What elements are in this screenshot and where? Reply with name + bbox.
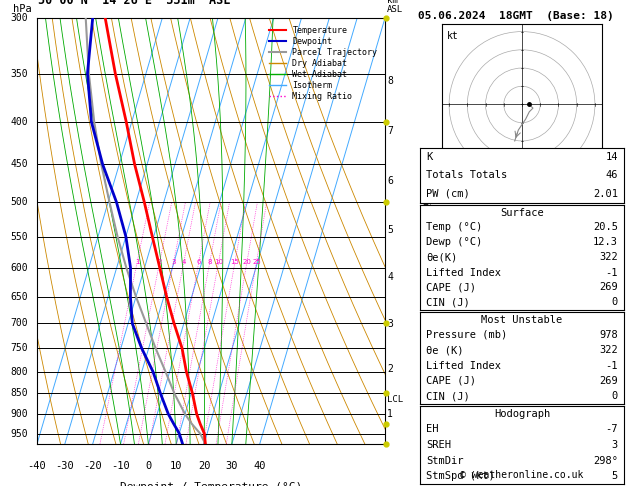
Text: 15: 15: [231, 259, 240, 265]
Text: Mixing Ratio (g/kg): Mixing Ratio (g/kg): [422, 175, 431, 287]
Text: -30: -30: [55, 461, 74, 471]
Text: 5: 5: [387, 225, 393, 235]
Text: 7: 7: [387, 126, 393, 137]
Text: Surface: Surface: [500, 208, 544, 218]
Text: 30: 30: [226, 461, 238, 471]
Text: 550: 550: [11, 231, 28, 242]
Text: 2: 2: [157, 259, 162, 265]
Text: 269: 269: [599, 282, 618, 293]
Text: 300: 300: [11, 13, 28, 23]
Text: 2: 2: [387, 364, 393, 374]
Text: 0: 0: [145, 461, 152, 471]
Text: 3: 3: [387, 319, 393, 329]
Text: 40: 40: [253, 461, 266, 471]
Text: 322: 322: [599, 253, 618, 262]
Text: SREH: SREH: [426, 440, 451, 450]
Text: 450: 450: [11, 159, 28, 169]
Text: 3: 3: [611, 440, 618, 450]
Text: hPa: hPa: [13, 4, 31, 14]
Text: K: K: [426, 152, 432, 162]
Text: 650: 650: [11, 292, 28, 302]
Text: StmDir: StmDir: [426, 455, 464, 466]
Text: Totals Totals: Totals Totals: [426, 171, 508, 180]
Text: 6: 6: [197, 259, 201, 265]
Text: 50°00'N  14°26'E  331m  ASL: 50°00'N 14°26'E 331m ASL: [38, 0, 231, 7]
Text: © weatheronline.co.uk: © weatheronline.co.uk: [460, 470, 584, 480]
Text: 20: 20: [243, 259, 252, 265]
Text: CAPE (J): CAPE (J): [426, 376, 476, 386]
Text: 0: 0: [611, 391, 618, 401]
Text: 2.01: 2.01: [593, 189, 618, 199]
Text: 6: 6: [387, 176, 393, 186]
Text: Dewp (°C): Dewp (°C): [426, 238, 482, 247]
Text: θe(K): θe(K): [426, 253, 457, 262]
Text: Lifted Index: Lifted Index: [426, 267, 501, 278]
Text: CIN (J): CIN (J): [426, 391, 470, 401]
Text: 4: 4: [182, 259, 186, 265]
Text: -7: -7: [605, 424, 618, 434]
Text: θe (K): θe (K): [426, 346, 464, 355]
Legend: Temperature, Dewpoint, Parcel Trajectory, Dry Adiabat, Wet Adiabat, Isotherm, Mi: Temperature, Dewpoint, Parcel Trajectory…: [266, 22, 381, 104]
Text: 14: 14: [605, 152, 618, 162]
Text: 800: 800: [11, 366, 28, 377]
Text: 298°: 298°: [593, 455, 618, 466]
Text: km
ASL: km ASL: [387, 0, 403, 14]
Text: Temp (°C): Temp (°C): [426, 223, 482, 232]
Text: 600: 600: [11, 263, 28, 273]
Text: 8: 8: [208, 259, 212, 265]
Text: -40: -40: [28, 461, 47, 471]
Text: 1: 1: [135, 259, 140, 265]
Text: -10: -10: [111, 461, 130, 471]
Text: Most Unstable: Most Unstable: [481, 314, 562, 325]
Text: StmSpd (kt): StmSpd (kt): [426, 471, 495, 481]
Text: Dewpoint / Temperature (°C): Dewpoint / Temperature (°C): [120, 482, 302, 486]
Text: 400: 400: [11, 117, 28, 127]
Text: 12.3: 12.3: [593, 238, 618, 247]
Text: 4: 4: [387, 272, 393, 282]
Text: 20.5: 20.5: [593, 223, 618, 232]
Text: 46: 46: [605, 171, 618, 180]
Text: -1: -1: [605, 267, 618, 278]
Text: kt: kt: [447, 31, 459, 41]
Text: 350: 350: [11, 69, 28, 79]
Text: Pressure (mb): Pressure (mb): [426, 330, 508, 340]
Text: 25: 25: [252, 259, 261, 265]
Text: 950: 950: [11, 429, 28, 438]
Text: 10: 10: [170, 461, 182, 471]
Text: CAPE (J): CAPE (J): [426, 282, 476, 293]
Text: CIN (J): CIN (J): [426, 297, 470, 308]
Text: -20: -20: [83, 461, 102, 471]
Text: 05.06.2024  18GMT  (Base: 18): 05.06.2024 18GMT (Base: 18): [418, 11, 614, 21]
Text: Hodograph: Hodograph: [494, 409, 550, 419]
Text: 978: 978: [599, 330, 618, 340]
Text: 700: 700: [11, 318, 28, 329]
Text: 8: 8: [387, 76, 393, 86]
Text: 850: 850: [11, 388, 28, 399]
Text: Lifted Index: Lifted Index: [426, 361, 501, 371]
Text: 20: 20: [198, 461, 210, 471]
Text: -1: -1: [605, 361, 618, 371]
Text: 0: 0: [611, 297, 618, 308]
Text: EH: EH: [426, 424, 438, 434]
Text: 750: 750: [11, 343, 28, 353]
Text: LCL: LCL: [387, 395, 403, 404]
Text: 5: 5: [611, 471, 618, 481]
Text: 900: 900: [11, 409, 28, 419]
Text: 269: 269: [599, 376, 618, 386]
Text: 1: 1: [387, 409, 393, 418]
Text: 322: 322: [599, 346, 618, 355]
Text: 500: 500: [11, 197, 28, 207]
Text: 10: 10: [214, 259, 223, 265]
Text: 3: 3: [172, 259, 176, 265]
Text: PW (cm): PW (cm): [426, 189, 470, 199]
